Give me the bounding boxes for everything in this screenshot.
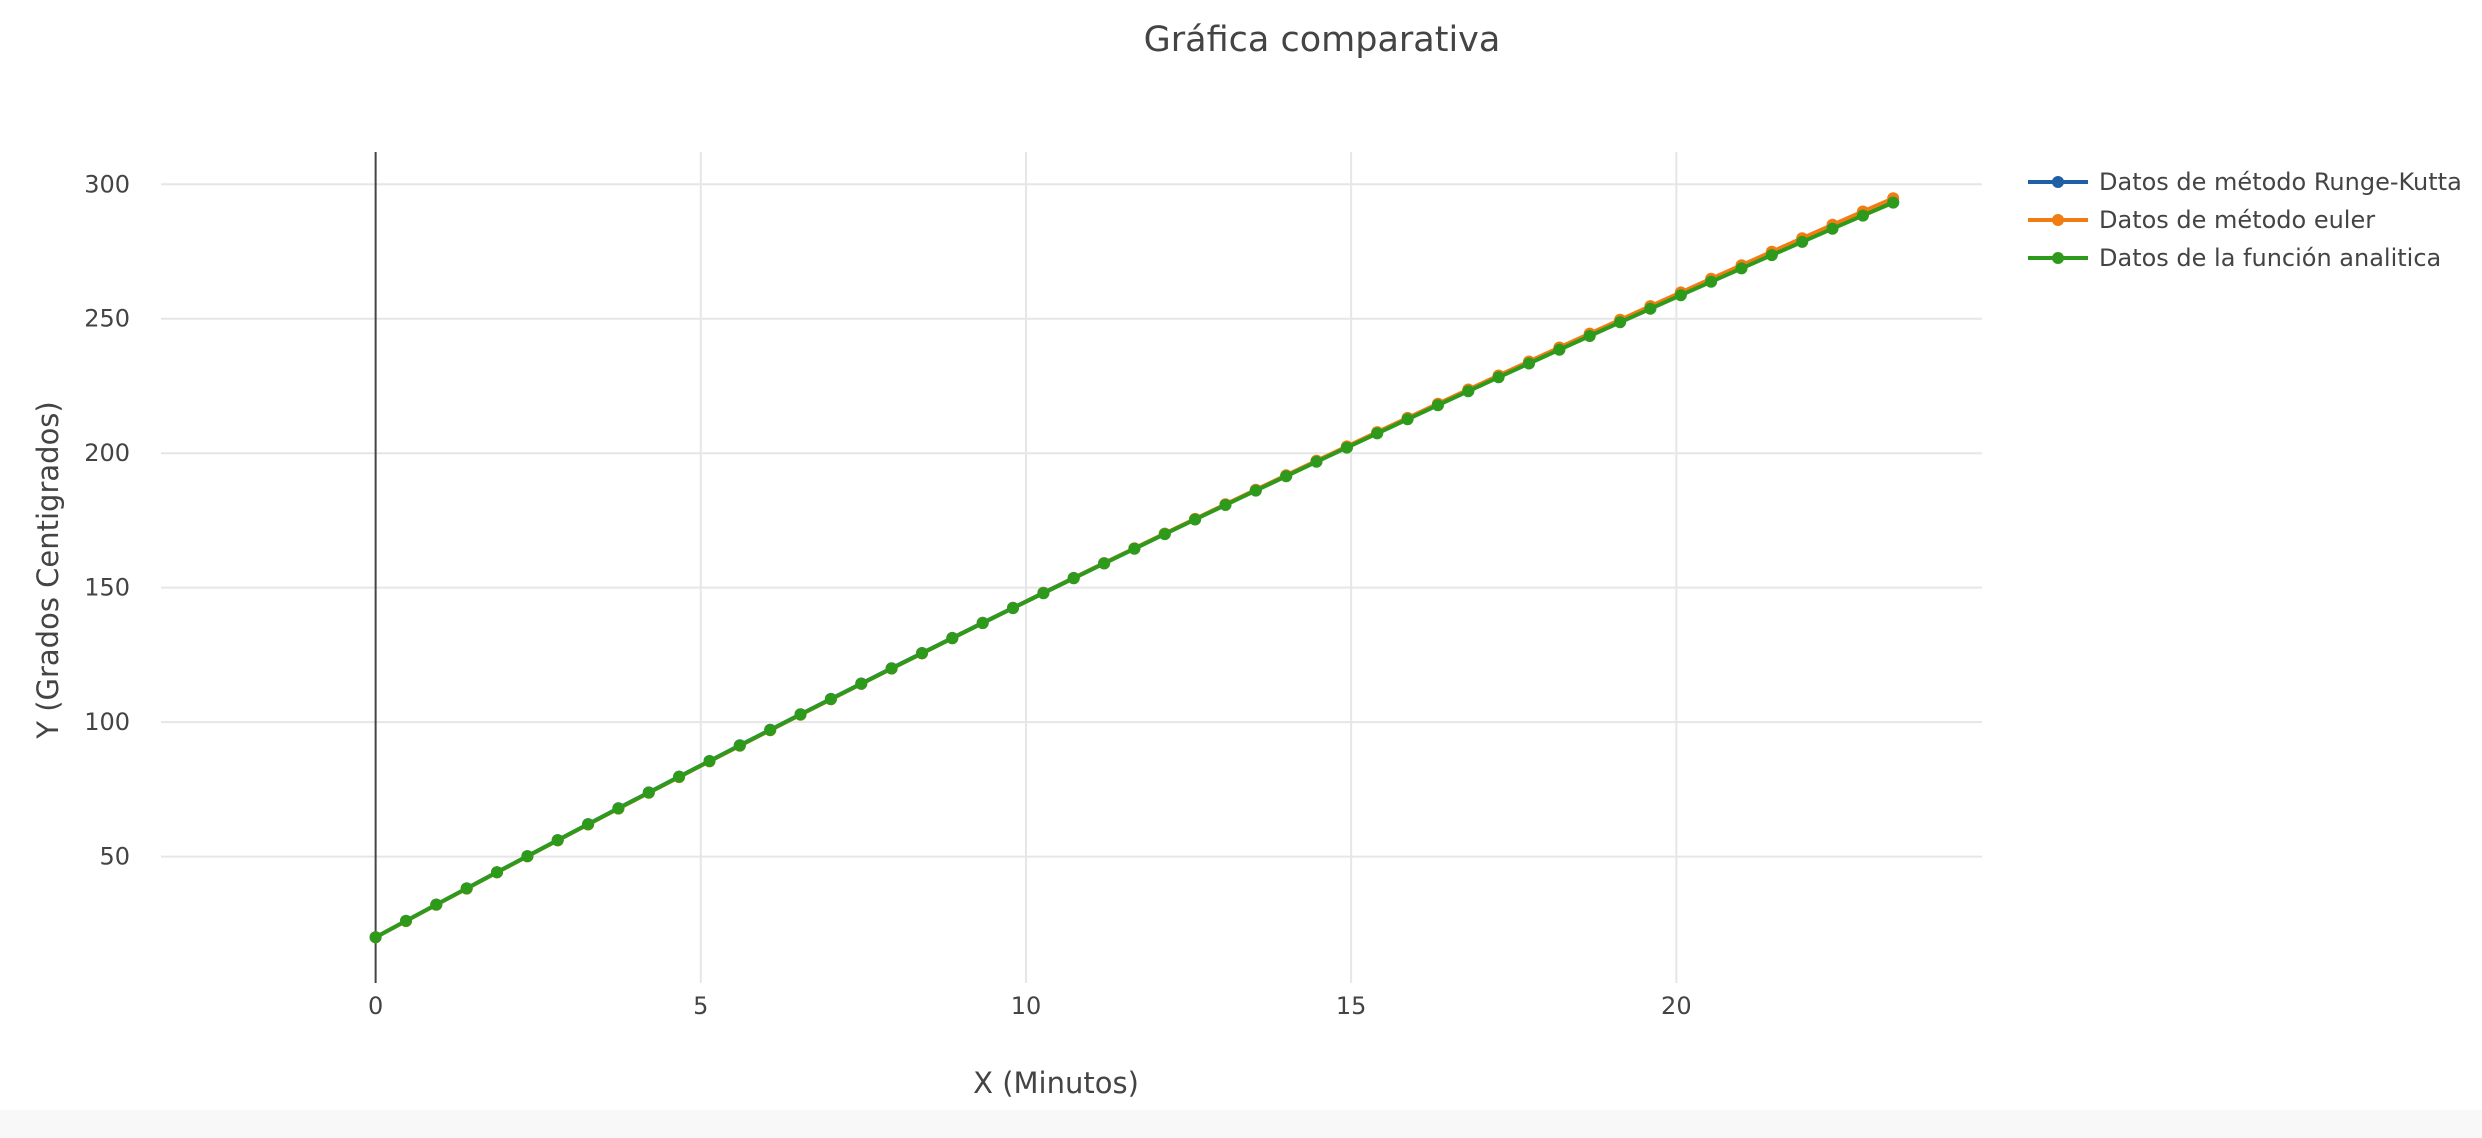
data-point (1037, 587, 1049, 599)
data-point (734, 740, 746, 752)
data-point (1220, 499, 1232, 511)
data-point (1493, 371, 1505, 383)
y-tick-label: 300 (84, 170, 130, 198)
data-point (430, 899, 442, 911)
y-tick-label: 50 (99, 843, 130, 871)
series-line (376, 202, 1894, 938)
data-point (795, 709, 807, 721)
legend-marker (2052, 176, 2064, 188)
axes: 0 5 10 15 20 50 100 150 200 250 300 (84, 152, 1691, 1020)
y-axis-title: Y (Grados Centigrados) (31, 401, 65, 739)
data-point (521, 850, 533, 862)
data-point (1341, 442, 1353, 454)
legend-marker (2052, 252, 2064, 264)
data-point (1827, 223, 1839, 235)
data-point (1523, 358, 1535, 370)
series-3 (370, 197, 1900, 944)
legend-label: Datos de la función analitica (2099, 244, 2441, 272)
series-1 (370, 196, 1900, 944)
data-point (855, 678, 867, 690)
data-point (400, 915, 412, 927)
data-point (886, 663, 898, 675)
data-point (825, 693, 837, 705)
legend-item[interactable]: Datos de la función analitica (2028, 244, 2441, 272)
data-point (1462, 385, 1474, 397)
data-point (461, 882, 473, 894)
data-point (916, 647, 928, 659)
data-point (1584, 330, 1596, 342)
data-point (1189, 514, 1201, 526)
data-point (1675, 289, 1687, 301)
y-tick-label: 200 (84, 439, 130, 467)
data-point (1432, 399, 1444, 411)
data-point (370, 931, 382, 943)
data-point (582, 818, 594, 830)
data-point (1280, 470, 1292, 482)
series-line (376, 198, 1894, 937)
data-point (704, 755, 716, 767)
legend-item[interactable]: Datos de método Runge-Kutta (2028, 168, 2462, 196)
y-tick-label: 100 (84, 708, 130, 736)
y-tick-label: 250 (84, 305, 130, 333)
bottom-band (0, 1110, 2482, 1138)
data-point (1614, 316, 1626, 328)
data-point (1128, 543, 1140, 555)
y-tick-label: 150 (84, 574, 130, 602)
data-point (1553, 344, 1565, 356)
x-tick-label: 0 (368, 992, 383, 1020)
legend-label: Datos de método euler (2099, 206, 2375, 234)
legend-label: Datos de método Runge-Kutta (2099, 168, 2462, 196)
data-point (1250, 485, 1262, 497)
chart-title: Gráfica comparativa (1144, 20, 1501, 60)
data-point (764, 724, 776, 736)
data-point (1402, 413, 1414, 425)
data-point (1887, 197, 1899, 209)
legend-marker (2052, 214, 2064, 226)
series-layer (370, 192, 1900, 943)
data-point (1736, 262, 1748, 274)
data-point (1007, 602, 1019, 614)
data-point (1857, 210, 1869, 222)
data-point (1098, 558, 1110, 570)
data-point (1705, 276, 1717, 288)
data-point (1766, 249, 1778, 261)
data-point (643, 787, 655, 799)
data-point (491, 866, 503, 878)
legend-item[interactable]: Datos de método euler (2028, 206, 2375, 234)
x-tick-label: 20 (1661, 992, 1692, 1020)
data-point (673, 771, 685, 783)
data-point (1311, 456, 1323, 468)
data-point (1796, 236, 1808, 248)
x-axis-title: X (Minutos) (973, 1066, 1139, 1100)
legend: Datos de método Runge-Kutta Datos de méto… (2028, 168, 2462, 272)
data-point (552, 834, 564, 846)
data-point (1068, 572, 1080, 584)
x-tick-label: 15 (1336, 992, 1367, 1020)
data-point (977, 617, 989, 629)
data-point (1159, 528, 1171, 540)
series-line (376, 203, 1894, 938)
data-point (1644, 303, 1656, 315)
x-tick-label: 5 (693, 992, 708, 1020)
series-2 (370, 192, 1900, 943)
data-point (946, 632, 958, 644)
data-point (612, 802, 624, 814)
data-point (1371, 427, 1383, 439)
x-tick-label: 10 (1011, 992, 1042, 1020)
